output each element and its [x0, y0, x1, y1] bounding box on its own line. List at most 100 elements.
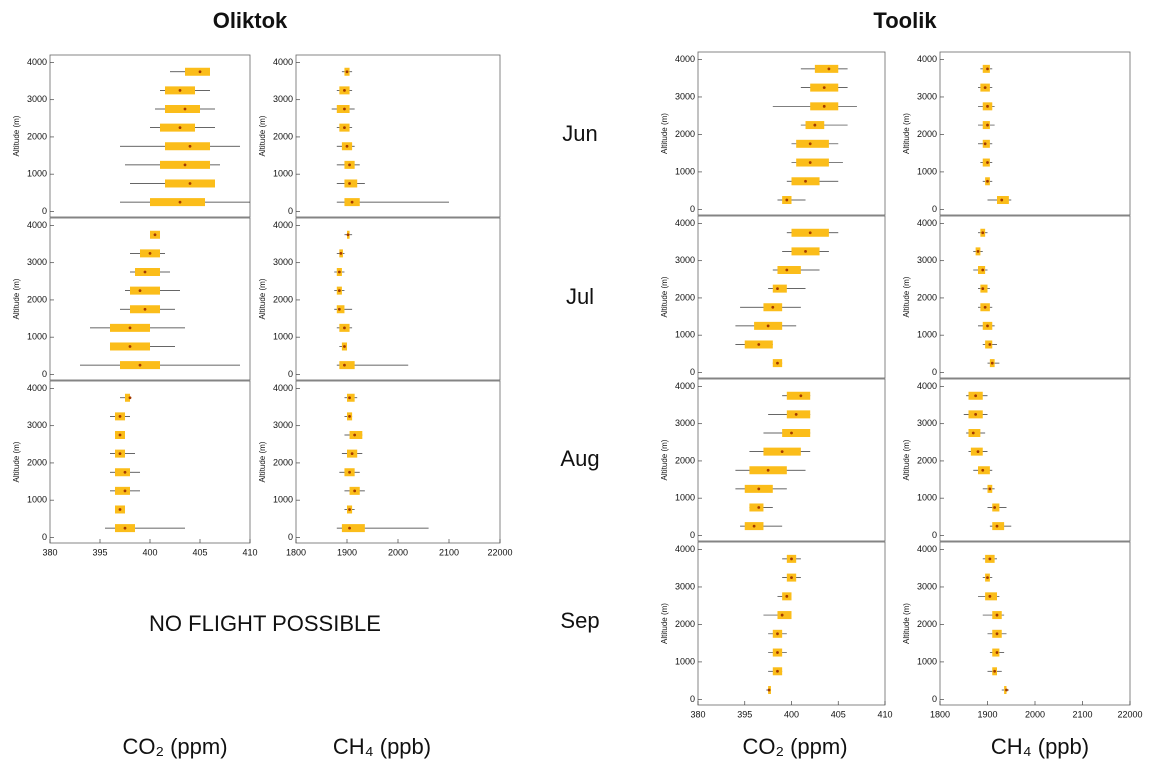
median [776, 651, 779, 654]
plot-frame [295, 54, 501, 218]
median [988, 557, 992, 561]
median [128, 345, 132, 348]
y-tick-label: 2000 [917, 292, 937, 302]
median [799, 394, 803, 398]
y-tick-label: 0 [42, 369, 47, 379]
median [993, 506, 997, 509]
y-tick-label: 1000 [917, 166, 937, 176]
y-tick-label: 4000 [675, 54, 695, 64]
median [345, 70, 349, 74]
month-label: Jun [562, 121, 597, 146]
median [981, 231, 985, 235]
y-tick-label: 1000 [273, 332, 293, 342]
median [143, 307, 147, 311]
y-tick-label: 4000 [273, 383, 293, 393]
axis-title: CH₄ (ppb) [991, 734, 1089, 759]
y-tick-label: 2000 [675, 292, 695, 302]
box [796, 158, 829, 167]
median [993, 669, 997, 673]
axis-title: CH₄ (ppb) [333, 734, 431, 759]
median [986, 324, 989, 328]
box [772, 284, 787, 293]
median [790, 431, 793, 435]
median [771, 305, 775, 309]
y-tick-label: 1000 [273, 495, 293, 505]
y-tick-label: 2000 [273, 131, 293, 141]
box [796, 139, 829, 148]
y-tick-label: 0 [932, 204, 937, 214]
median [780, 450, 784, 454]
y-tick-label: 2000 [27, 131, 47, 141]
month-label: Sep [560, 608, 599, 633]
median [343, 363, 346, 367]
median [348, 414, 351, 418]
median [776, 669, 779, 673]
y-tick-label: 3000 [917, 418, 937, 428]
median [794, 412, 798, 416]
median [988, 343, 992, 346]
y-axis-label: Altitude (m) [12, 115, 21, 156]
y-tick-label: 2000 [273, 457, 293, 467]
y-axis-label: Altitude (m) [12, 441, 21, 482]
y-tick-label: 1000 [675, 656, 695, 666]
axis-title: CO₂ (ppm) [742, 734, 847, 759]
x-tick-label: 22000 [1117, 709, 1142, 719]
median [776, 632, 779, 636]
median [785, 268, 789, 272]
median [757, 487, 761, 491]
median [976, 450, 980, 454]
median [813, 123, 817, 127]
box [341, 524, 365, 533]
box [165, 142, 210, 151]
median [343, 126, 346, 130]
median [337, 307, 341, 311]
median [988, 594, 992, 598]
median [350, 452, 354, 456]
median [808, 231, 812, 235]
median [353, 489, 357, 493]
median [827, 67, 831, 71]
y-tick-label: 0 [932, 694, 937, 704]
y-axis-label: Altitude (m) [660, 276, 669, 317]
y-axis-label: Altitude (m) [902, 439, 911, 480]
x-tick-label: 1800 [286, 547, 306, 557]
median [348, 508, 351, 511]
y-tick-label: 0 [690, 204, 695, 214]
y-axis-label: Altitude (m) [660, 603, 669, 644]
y-tick-label: 0 [690, 694, 695, 704]
axis-title: CO₂ (ppm) [122, 734, 227, 759]
median [983, 86, 987, 89]
median [353, 433, 357, 437]
x-tick-label: 2100 [439, 547, 459, 557]
median [178, 88, 182, 92]
y-tick-label: 4000 [675, 218, 695, 228]
plot-frame [697, 378, 886, 542]
site-title: Toolik [873, 8, 937, 33]
y-tick-label: 3000 [917, 255, 937, 265]
median [990, 361, 994, 365]
x-tick-label: 22000 [487, 547, 512, 557]
y-tick-label: 1000 [675, 330, 695, 340]
box [135, 268, 160, 276]
y-axis-label: Altitude (m) [258, 441, 267, 482]
y-tick-label: 4000 [917, 381, 937, 391]
median [123, 526, 127, 530]
y-tick-label: 1000 [675, 493, 695, 503]
median [981, 268, 985, 272]
plot-frame [697, 51, 886, 216]
median [348, 470, 351, 474]
median [143, 270, 147, 274]
x-tick-label: 1900 [977, 709, 997, 719]
y-tick-label: 0 [932, 367, 937, 377]
y-axis-label: Altitude (m) [902, 603, 911, 644]
y-tick-label: 2000 [675, 619, 695, 629]
y-tick-label: 3000 [675, 418, 695, 428]
plot-frame [697, 541, 886, 706]
y-tick-label: 2000 [273, 294, 293, 304]
y-tick-label: 4000 [917, 54, 937, 64]
median [766, 468, 770, 472]
median [183, 163, 187, 167]
x-tick-label: 405 [192, 547, 207, 557]
median [995, 632, 999, 636]
box [160, 123, 195, 132]
